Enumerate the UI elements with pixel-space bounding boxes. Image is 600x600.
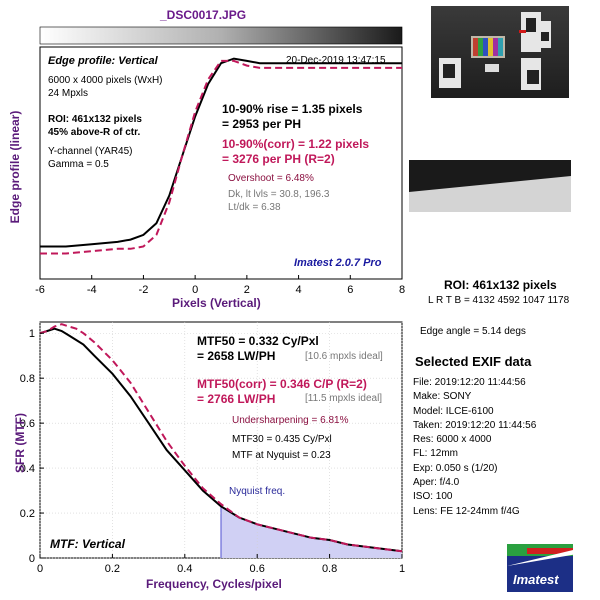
mtf-x-tick-label: 0 bbox=[37, 563, 43, 575]
target-card-4 bbox=[485, 64, 499, 72]
edge-roi: ROI: 461x132 pixels 45% above-R of ctr. bbox=[48, 114, 142, 138]
target-patch-1 bbox=[526, 18, 536, 32]
edge-tick-label: -2 bbox=[139, 284, 149, 296]
edge-x-ticks: -6 -4 -2 0 2 4 6 8 bbox=[35, 275, 405, 296]
mtf-y-tick-label: 0.8 bbox=[20, 373, 35, 385]
edge-timestamp: 20-Dec-2019 13:47:15 bbox=[286, 55, 386, 66]
exif-row: Exp: 0.050 s (1/20) bbox=[413, 462, 498, 474]
edge-overshoot: Overshoot = 6.48% bbox=[228, 173, 314, 184]
edge-corr: 10-90%(corr) = 1.22 pixels = 3276 per PH… bbox=[222, 137, 370, 166]
logo-red-band bbox=[527, 548, 573, 554]
edge-rise: 10-90% rise = 1.35 pixels = 2953 per PH bbox=[222, 102, 363, 131]
exif-row: File: 2019:12:20 11:44:56 bbox=[413, 377, 526, 388]
edge-ylabel: Edge profile (linear) bbox=[8, 110, 22, 224]
exif-row: Lens: FE 12-24mm f/4G bbox=[413, 505, 520, 517]
exif-row: Taken: 2019:12:20 11:44:56 bbox=[413, 419, 537, 431]
mtf-y-tick-label: 1 bbox=[29, 328, 35, 340]
mtf50-corr-ideal: [11.5 mpxls ideal] bbox=[305, 393, 383, 404]
mtf-y-tick-label: 0 bbox=[29, 553, 35, 565]
exif-row: Make: SONY bbox=[413, 391, 472, 403]
exif-row: ISO: 100 bbox=[413, 491, 453, 503]
mtf-ylabel: SFR (MTF) bbox=[13, 413, 27, 473]
roi-crop-light bbox=[409, 176, 571, 212]
mtf-x-tick-label: 0.4 bbox=[177, 563, 192, 575]
edge-tick-label: 6 bbox=[347, 284, 353, 296]
mtf30: MTF30 = 0.435 Cy/Pxl bbox=[232, 434, 332, 445]
imatest-logo: Imatest bbox=[507, 544, 573, 592]
edge-series-corrected bbox=[40, 59, 402, 255]
nyquist-label: Nyquist freq. bbox=[229, 486, 286, 497]
mtf-y-tick-label: 0.4 bbox=[20, 463, 35, 475]
edge-angle: Edge angle = 5.14 degs bbox=[420, 326, 526, 337]
color-checker-patches bbox=[473, 38, 503, 56]
edge-info: 6000 x 4000 pixels (WxH) 24 Mpxls bbox=[48, 75, 163, 99]
nyquist-fill bbox=[220, 506, 402, 558]
undersharpening: Undersharpening = 6.81% bbox=[232, 415, 349, 426]
edge-tick-label: 4 bbox=[296, 284, 302, 296]
mtf-series-corrected bbox=[39, 323, 403, 553]
exif-row: Res: 6000 x 4000 bbox=[413, 434, 492, 446]
mtf50-text: MTF50 = 0.332 Cy/Pxl = 2658 LW/PH bbox=[197, 334, 319, 363]
edge-tick-label: 8 bbox=[399, 284, 405, 296]
exif-row: Aper: f/4.0 bbox=[413, 477, 460, 489]
mtf-x-tick-label: 0.2 bbox=[105, 563, 120, 575]
mtf-series-measured bbox=[39, 327, 403, 553]
roi-crop-image bbox=[409, 160, 571, 212]
mtf-y-tick-label: 0.6 bbox=[20, 418, 35, 430]
nyquist-area bbox=[221, 506, 402, 558]
edge-levels: Dk, lt lvls = 30.8, 196.3 Lt/dk = 6.38 bbox=[228, 189, 330, 213]
mtf-y-tick-label: 0.2 bbox=[20, 508, 35, 520]
edge-tick-label: -6 bbox=[35, 284, 45, 296]
exif-rows: File: 2019:12:20 11:44:56 Make: SONY Mod… bbox=[413, 376, 536, 519]
roi-title: ROI: 461x132 pixels bbox=[444, 278, 557, 292]
roi-marker bbox=[519, 30, 526, 33]
mtf-nyquist-value: MTF at Nyquist = 0.23 bbox=[232, 450, 331, 461]
exif-row: FL: 12mm bbox=[413, 448, 459, 460]
mtf-curves bbox=[39, 323, 403, 553]
exif-row: Model: ILCE-6100 bbox=[413, 405, 494, 417]
edge-tick-label: 2 bbox=[244, 284, 250, 296]
mtf-footer: MTF: Vertical bbox=[50, 537, 125, 551]
roi-coords: L R T B = 4132 4592 1047 1178 bbox=[428, 295, 570, 306]
file-title: _DSC0017.JPG bbox=[160, 8, 247, 22]
imatest-watermark: Imatest 2.0.7 Pro bbox=[294, 257, 382, 269]
mtf-x-tick-label: 0.8 bbox=[322, 563, 337, 575]
thumbnail-image bbox=[431, 6, 569, 98]
mtf-x-tick-label: 1 bbox=[399, 563, 405, 575]
edge-plot-frame bbox=[39, 46, 403, 280]
edge-header: Edge profile: Vertical bbox=[48, 55, 158, 67]
exif-title: Selected EXIF data bbox=[415, 354, 532, 369]
edge-series-measured bbox=[40, 57, 402, 248]
target-patch-2 bbox=[541, 32, 549, 41]
mtf-ticks: 0 0.2 0.4 0.6 0.8 1 0 0.2 0.4 0.6 0.8 1 bbox=[20, 328, 405, 575]
edge-curves bbox=[40, 57, 402, 255]
mtf50-ideal: [10.6 mpxls ideal] bbox=[305, 351, 383, 362]
mtf50-corr-text: MTF50(corr) = 0.346 C/P (R=2) = 2766 LW/… bbox=[197, 377, 367, 406]
target-patch-5 bbox=[527, 70, 539, 84]
mtf-xlabel: Frequency, Cycles/pixel bbox=[146, 577, 282, 591]
edge-channel: Y-channel (YAR45) Gamma = 0.5 bbox=[48, 146, 133, 170]
edge-tick-label: -4 bbox=[87, 284, 97, 296]
mtf-grid bbox=[39, 322, 403, 559]
logo-text: Imatest bbox=[513, 572, 559, 587]
mtf-x-tick-label: 0.6 bbox=[250, 563, 265, 575]
gradient-bar bbox=[39, 26, 403, 45]
target-patch-3 bbox=[443, 64, 455, 78]
edge-tick-label: 0 bbox=[192, 284, 198, 296]
edge-xlabel: Pixels (Vertical) bbox=[172, 296, 261, 310]
